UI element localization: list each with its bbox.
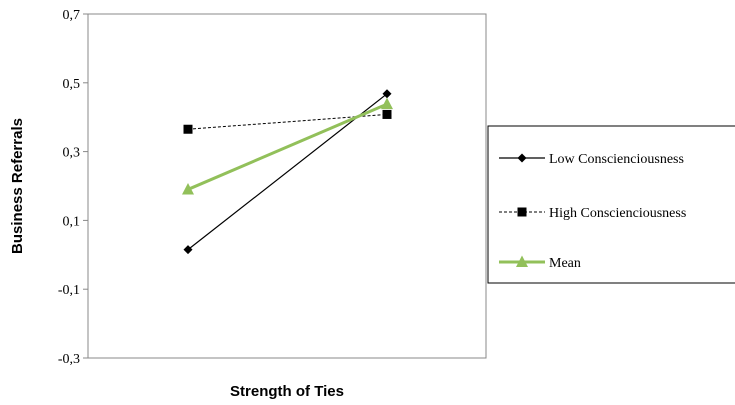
y-axis: -0,3 -0,1 0,1 0,3 0,5 0,7 xyxy=(58,8,88,367)
data-point xyxy=(381,97,393,110)
legend-label: Mean xyxy=(549,256,581,271)
y-tick-label: -0,3 xyxy=(58,352,80,367)
y-tick-label: 0,7 xyxy=(63,8,81,23)
data-point xyxy=(183,124,193,134)
legend-swatch-marker xyxy=(516,255,528,267)
legend-box xyxy=(487,125,735,284)
legend-label: Low Conscienciousness xyxy=(549,152,684,167)
y-tick-label: 0,3 xyxy=(63,146,81,161)
data-point xyxy=(182,182,194,195)
legend-label: High Conscienciousness xyxy=(549,206,686,221)
legend-item-1: High Conscienciousness xyxy=(499,206,686,221)
y-axis-title: Business Referrals xyxy=(9,118,26,254)
data-point xyxy=(382,89,392,99)
plot-area xyxy=(87,13,487,359)
y-tick-label: 0,1 xyxy=(63,214,81,229)
legend-item-0: Low Conscienciousness xyxy=(499,152,684,167)
data-point xyxy=(183,245,193,255)
y-tick-label: -0,1 xyxy=(58,283,80,298)
legend-swatch-marker xyxy=(517,207,527,217)
series-1 xyxy=(183,109,392,134)
x-axis-title: Strength of Ties xyxy=(230,383,344,400)
legend-swatch-marker xyxy=(517,153,527,163)
legend-item-2: Mean xyxy=(499,255,581,271)
series-2 xyxy=(182,97,393,195)
series-line xyxy=(187,102,388,191)
data-point xyxy=(382,109,392,119)
legend: Low Conscienciousness High Conscienciousn… xyxy=(499,152,686,271)
series-layer xyxy=(182,89,393,255)
y-tick-label: 0,5 xyxy=(63,77,81,92)
